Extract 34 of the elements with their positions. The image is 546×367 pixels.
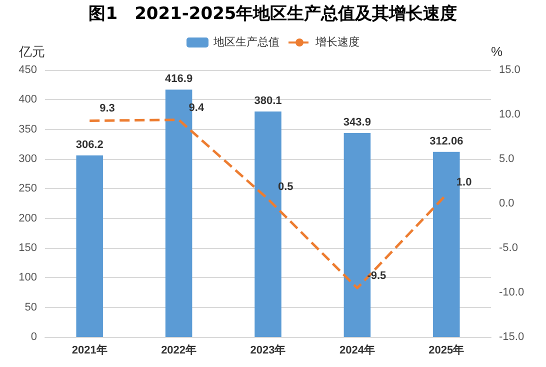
data-label: 343.9 xyxy=(343,116,371,128)
y-tick-label: 250 xyxy=(18,182,37,195)
y2-tick-label: -15.0 xyxy=(499,331,524,343)
legend-label: 地区生产总值 xyxy=(212,36,280,48)
y-tick-label: 0 xyxy=(30,331,37,343)
y-axis-title: 亿元 xyxy=(18,44,45,59)
x-tick-label: 2021年 xyxy=(72,344,108,356)
y2-tick-label: -10.0 xyxy=(499,286,524,298)
data-label: 312.06 xyxy=(430,135,464,148)
y-tick-label: 350 xyxy=(18,123,37,136)
y-tick-label: 150 xyxy=(18,242,37,254)
data-label: 306.2 xyxy=(76,138,104,151)
y-tick-label: 50 xyxy=(24,301,37,314)
y2-tick-label: 0.0 xyxy=(499,198,514,210)
y2-tick-label: 15.0 xyxy=(499,64,520,76)
x-tick-label: 2022年 xyxy=(161,344,197,356)
y2-tick-label: 5.0 xyxy=(499,153,514,165)
y-tick-label: 450 xyxy=(18,64,37,76)
bar xyxy=(76,155,103,337)
y2-tick-label: 10.0 xyxy=(499,108,520,120)
y-tick-label: 200 xyxy=(18,212,37,224)
data-label: 416.9 xyxy=(165,73,193,86)
chart-title: 图1 2021-2025年地区生产总值及其增长速度 xyxy=(88,3,458,26)
x-tick-label: 2025年 xyxy=(428,344,464,356)
data-label: 9.3 xyxy=(100,102,115,115)
y2-axis-title: % xyxy=(491,44,503,59)
y2-tick-label: -5.0 xyxy=(499,242,518,254)
legend-label: 增长速度 xyxy=(314,36,360,48)
y-tick-label: 100 xyxy=(18,272,37,284)
y-tick-label: 300 xyxy=(18,153,37,165)
x-tick-label: 2023年 xyxy=(250,344,286,356)
data-label: 380.1 xyxy=(254,94,282,107)
y-tick-label: 400 xyxy=(18,94,37,106)
x-tick-label: 2024年 xyxy=(339,344,375,356)
